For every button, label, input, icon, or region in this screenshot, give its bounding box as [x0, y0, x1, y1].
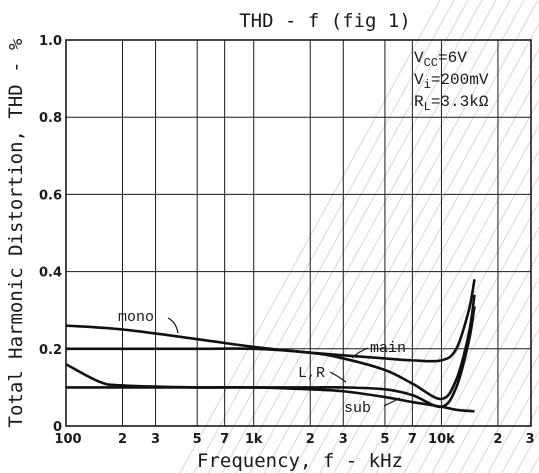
curves — [65, 279, 476, 413]
condition-line: Vi=200mV — [414, 71, 489, 92]
watermark-stripe — [459, 328, 539, 473]
x-tick-label: 2 — [118, 432, 127, 447]
leaders — [167, 317, 401, 407]
label-main: main — [370, 340, 406, 357]
y-tick-label: 0.8 — [39, 111, 62, 126]
x-tick-label: 3 — [151, 432, 160, 447]
condition-line: VCC=6V — [414, 49, 467, 70]
leader-main — [351, 347, 369, 359]
curve-mono — [65, 279, 476, 363]
y-tick-label: 0 — [53, 420, 62, 435]
y-axis-label: Total Harmonic Distortion, THD - % — [5, 38, 27, 427]
watermark-stripe — [417, 251, 539, 473]
y-tick-label: 0.2 — [39, 343, 62, 358]
watermark-stripe — [431, 277, 539, 473]
watermark-stripe — [445, 302, 539, 473]
watermark-stripe — [333, 99, 539, 473]
x-tick-label: 10k — [428, 432, 455, 447]
x-tick-label: 5 — [380, 432, 389, 447]
leader-lr — [329, 371, 347, 383]
x-tick-label: 3 — [339, 432, 348, 447]
watermark-stripe — [221, 0, 483, 473]
x-axis-label: Frequency, f - kHz — [197, 450, 403, 472]
x-tick-label: 2 — [493, 432, 502, 447]
y-tick-labels: 0 0.2 0.4 0.6 0.8 1.0 — [39, 34, 62, 435]
x-tick-label: 1k — [245, 432, 263, 447]
y-tick-label: 0.6 — [39, 188, 62, 203]
plot-frame — [65, 39, 532, 427]
watermark-stripe — [473, 353, 539, 473]
watermark-stripe — [375, 175, 539, 473]
condition-line: RL=3.3kΩ — [414, 93, 489, 114]
label-sub: sub — [344, 400, 371, 417]
curve-lr — [65, 306, 476, 409]
x-tick-label: 2 — [306, 432, 315, 447]
curve-main — [65, 294, 476, 401]
x-tick-label: 7 — [220, 432, 229, 447]
watermark-stripe — [193, 0, 455, 473]
watermark-stripe — [277, 0, 539, 473]
label-lr: L,R — [298, 365, 325, 382]
watermark-stripe — [235, 0, 497, 473]
chart-title: THD - f (fig 1) — [239, 10, 411, 32]
label-mono: mono — [118, 309, 154, 326]
x-tick-label: 100 — [54, 432, 81, 447]
curve-sub — [66, 385, 475, 413]
x-tick-labels: 100 2 3 5 7 1k 2 3 5 7 10k 2 3 — [54, 432, 534, 447]
watermark-stripe — [263, 0, 525, 473]
watermark-stripe — [389, 200, 539, 473]
leader-mono — [167, 317, 179, 334]
watermark-stripe — [347, 124, 539, 473]
x-tick-label: 3 — [525, 432, 534, 447]
watermark-stripe — [249, 0, 511, 473]
y-tick-label: 1.0 — [39, 34, 62, 49]
watermark-stripe — [305, 48, 539, 473]
watermark-stripe — [291, 22, 539, 473]
x-tick-label: 5 — [193, 432, 202, 447]
leader-sub — [383, 397, 401, 407]
watermark-stripe — [207, 0, 469, 473]
y-tick-label: 0.4 — [39, 266, 62, 281]
x-tick-label: 7 — [408, 432, 417, 447]
watermark-stripe — [403, 226, 539, 473]
